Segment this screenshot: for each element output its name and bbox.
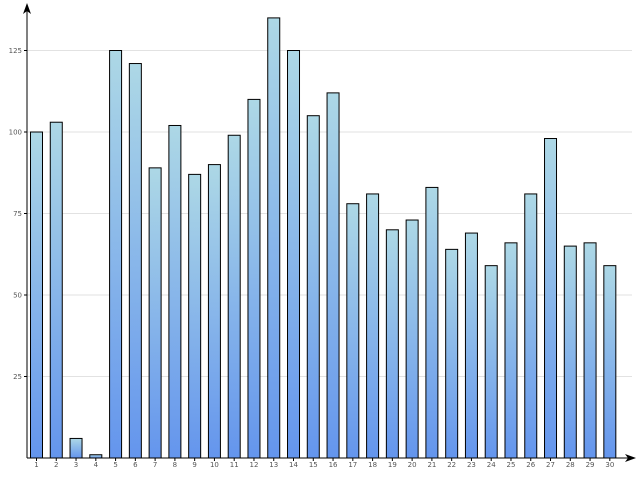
bar-17 bbox=[346, 203, 360, 459]
bar-7 bbox=[148, 167, 162, 459]
x-tick-label: 27 bbox=[546, 461, 555, 469]
x-tick-label: 9 bbox=[192, 461, 196, 469]
x-tick-label: 30 bbox=[605, 461, 614, 469]
bar-28 bbox=[563, 245, 577, 459]
x-tick-label: 11 bbox=[230, 461, 239, 469]
axes bbox=[23, 3, 636, 462]
x-axis-arrow bbox=[625, 454, 636, 462]
bar-26 bbox=[524, 193, 538, 459]
bar-5 bbox=[109, 50, 123, 459]
y-tick-label: 100 bbox=[9, 129, 22, 137]
bar-6 bbox=[128, 63, 142, 459]
x-tick-label: 2 bbox=[54, 461, 58, 469]
x-tick-label: 24 bbox=[487, 461, 496, 469]
bar-14 bbox=[287, 50, 301, 459]
x-tick-label: 15 bbox=[309, 461, 318, 469]
x-tick-label: 13 bbox=[269, 461, 278, 469]
bar-11 bbox=[227, 134, 241, 459]
bar-10 bbox=[207, 164, 221, 459]
bar-21 bbox=[425, 186, 439, 459]
x-tick-label: 21 bbox=[427, 461, 436, 469]
y-tick-labels: 25 50 75 100 125 bbox=[9, 47, 27, 381]
bars bbox=[30, 17, 617, 459]
bar-8 bbox=[168, 124, 182, 459]
y-tick-label: 25 bbox=[13, 373, 22, 381]
x-tick-label: 26 bbox=[526, 461, 535, 469]
bar-25 bbox=[504, 242, 518, 459]
y-tick-label: 75 bbox=[13, 210, 22, 218]
bar-18 bbox=[366, 193, 380, 459]
x-tick-label: 25 bbox=[507, 461, 516, 469]
x-tick-label: 6 bbox=[133, 461, 138, 469]
bar-22 bbox=[445, 248, 459, 459]
x-tick-label: 28 bbox=[566, 461, 575, 469]
bar-2 bbox=[49, 121, 63, 459]
x-tick-label: 10 bbox=[210, 461, 219, 469]
bar-9 bbox=[188, 173, 202, 459]
x-tick-label: 4 bbox=[94, 461, 99, 469]
x-tick-label: 20 bbox=[408, 461, 417, 469]
x-tick-label: 8 bbox=[173, 461, 177, 469]
x-tick-label: 18 bbox=[368, 461, 377, 469]
bar-30 bbox=[603, 265, 617, 459]
x-tick-label: 19 bbox=[388, 461, 397, 469]
y-axis-arrow bbox=[23, 3, 31, 14]
bar-1 bbox=[30, 131, 43, 459]
bar-19 bbox=[385, 229, 399, 459]
x-tick-labels: 1 2 3 4 5 6 7 8 9 10 11 12 13 14 15 16 17 18 19 20 21 22 23 24 2… bbox=[34, 458, 614, 469]
y-tick-label: 50 bbox=[13, 292, 22, 300]
x-tick-label: 22 bbox=[447, 461, 456, 469]
bar-20 bbox=[405, 219, 419, 459]
bar-27 bbox=[544, 138, 558, 459]
x-tick-label: 14 bbox=[289, 461, 298, 469]
x-tick-label: 23 bbox=[467, 461, 476, 469]
bar-23 bbox=[464, 232, 478, 459]
bar-12 bbox=[247, 98, 261, 459]
x-tick-label: 1 bbox=[34, 461, 38, 469]
bar-13 bbox=[267, 17, 281, 459]
x-tick-label: 16 bbox=[329, 461, 338, 469]
x-tick-label: 29 bbox=[586, 461, 595, 469]
y-tick-label: 125 bbox=[9, 47, 22, 55]
x-tick-label: 12 bbox=[250, 461, 259, 469]
bar-29 bbox=[583, 242, 597, 459]
bar-3 bbox=[69, 437, 83, 459]
x-tick-label: 3 bbox=[74, 461, 78, 469]
x-tick-label: 17 bbox=[348, 461, 357, 469]
bar-15 bbox=[306, 115, 320, 459]
x-tick-label: 7 bbox=[153, 461, 157, 469]
bar-16 bbox=[326, 92, 340, 459]
bar-24 bbox=[484, 265, 498, 459]
x-tick-label: 5 bbox=[113, 461, 117, 469]
